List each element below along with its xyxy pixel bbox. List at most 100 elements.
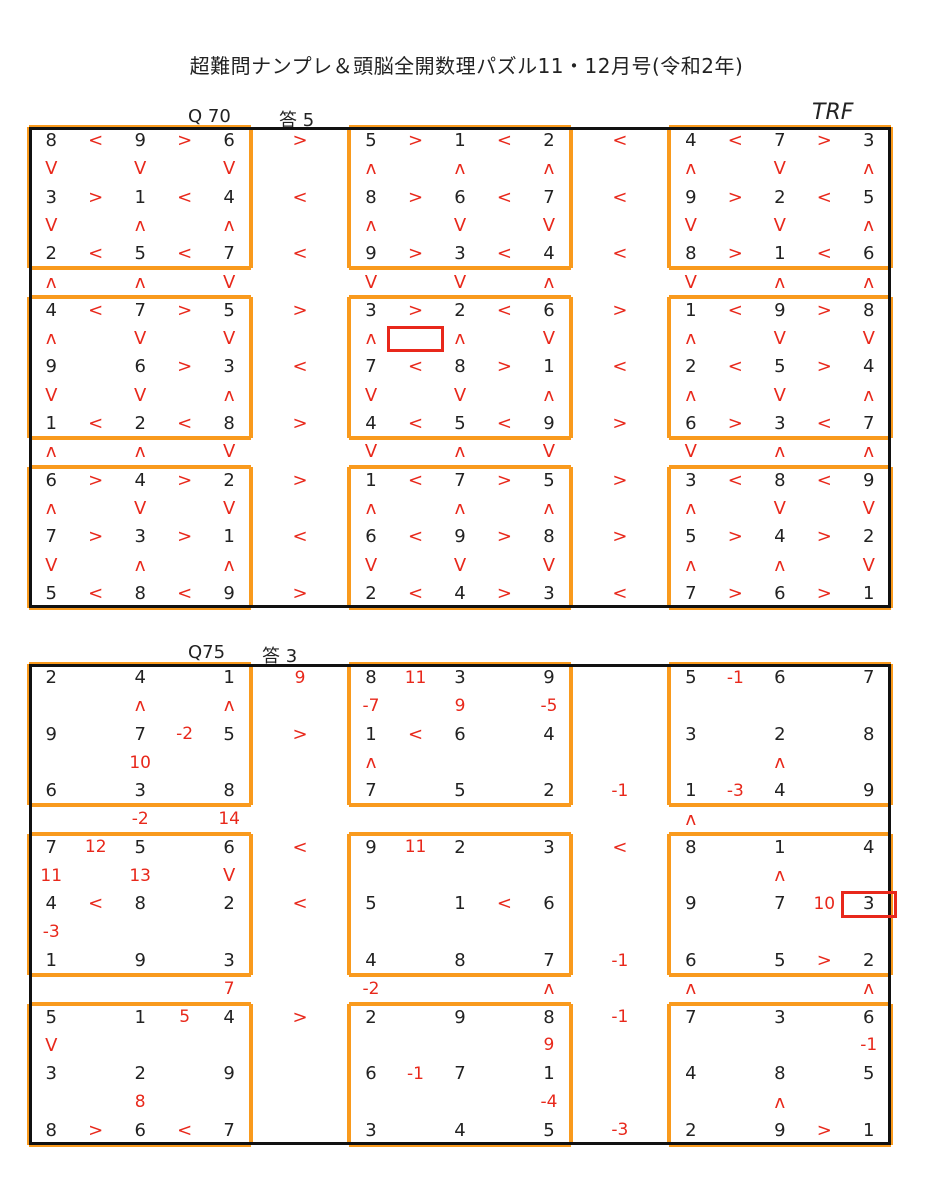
- puzzle-2-grid: 2 4 1 9 8 11 3 9 5 -1 6 7 ʌ ʌ -7 9 -5 9 7 -2 5 >1 <6 4 3 2 8 10 ʌ ʌ 6 3…: [27, 662, 897, 1147]
- sudoku-cell: 2: [774, 723, 786, 745]
- clue-number: -3: [42, 922, 60, 943]
- inequality-mark: <: [727, 469, 743, 491]
- inequality-mark: ʌ: [365, 158, 377, 180]
- inequality-mark: <: [612, 836, 628, 858]
- inequality-mark: ʌ: [685, 978, 697, 1000]
- clue-number: 7: [223, 978, 235, 999]
- inequality-mark: >: [727, 413, 743, 435]
- sudoku-cell: 2: [134, 413, 146, 435]
- sudoku-cell: 6: [863, 243, 875, 265]
- sudoku-cell: 5: [685, 526, 697, 548]
- block-border: [668, 1143, 891, 1147]
- inequality-mark: ʌ: [774, 554, 786, 576]
- sudoku-cell: 5: [774, 356, 786, 378]
- inequality-mark: >: [292, 1006, 308, 1028]
- sudoku-cell: 3: [45, 1063, 57, 1085]
- inequality-mark: >: [177, 299, 193, 321]
- outer-frame: [888, 127, 891, 608]
- block-border: [249, 1003, 254, 1145]
- inequality-mark: V: [453, 554, 467, 576]
- outer-frame: [29, 664, 891, 667]
- sudoku-cell: 6: [365, 526, 377, 548]
- clue-number: -5: [540, 695, 558, 716]
- sudoku-cell: 9: [223, 582, 235, 604]
- inequality-mark: <: [292, 526, 308, 548]
- inequality-mark: V: [862, 328, 875, 350]
- inequality-mark: V: [222, 328, 236, 350]
- block-border: [29, 803, 252, 808]
- inequality-mark: V: [773, 158, 786, 180]
- inequality-mark: >: [727, 243, 743, 265]
- block-border: [668, 1001, 891, 1006]
- clue-number: -1: [726, 667, 744, 688]
- inequality-mark: ʌ: [134, 215, 146, 237]
- inequality-mark: <: [88, 299, 104, 321]
- block-border: [668, 266, 891, 271]
- inequality-mark: >: [496, 526, 513, 548]
- block-border: [668, 973, 891, 978]
- sudoku-cell: 9: [45, 723, 57, 745]
- signature: TRF: [812, 100, 854, 125]
- inequality-mark: V: [222, 441, 236, 463]
- block-border: [29, 606, 252, 610]
- inequality-mark: >: [292, 723, 308, 745]
- sudoku-cell: 7: [45, 836, 57, 858]
- inequality-mark: >: [612, 413, 628, 435]
- inequality-mark: <: [496, 893, 513, 915]
- outer-frame: [29, 127, 891, 130]
- sudoku-cell: 5: [863, 186, 875, 208]
- inequality-mark: V: [453, 384, 467, 406]
- clue-number: -1: [611, 950, 629, 971]
- sudoku-cell: 3: [454, 667, 466, 689]
- sudoku-cell: 6: [45, 780, 57, 802]
- sudoku-cell: 4: [543, 243, 555, 265]
- sudoku-cell: 1: [223, 526, 235, 548]
- inequality-mark: <: [407, 356, 424, 378]
- inequality-mark: >: [292, 582, 308, 604]
- sudoku-cell: 9: [543, 413, 555, 435]
- sudoku-cell: 4: [134, 469, 146, 491]
- inequality-mark: ʌ: [774, 441, 786, 463]
- sudoku-cell: 1: [863, 582, 875, 604]
- inequality-mark: V: [684, 271, 697, 293]
- clue-number: -1: [611, 780, 629, 801]
- answer-highlight: [387, 326, 444, 353]
- sudoku-cell: 5: [543, 1119, 555, 1141]
- sudoku-cell: 2: [365, 582, 377, 604]
- clue-number: 11: [404, 667, 427, 688]
- sudoku-cell: 8: [45, 130, 57, 152]
- sudoku-cell: 7: [863, 667, 875, 689]
- inequality-mark: ʌ: [223, 695, 235, 717]
- sudoku-cell: 9: [134, 130, 146, 152]
- sudoku-cell: 1: [365, 723, 377, 745]
- sudoku-cell: 7: [454, 1063, 466, 1085]
- inequality-mark: ʌ: [365, 497, 377, 519]
- block-border: [249, 664, 254, 806]
- sudoku-cell: 3: [365, 299, 377, 321]
- inequality-mark: ʌ: [223, 215, 235, 237]
- puzzle-2-answer: 答 3: [262, 646, 298, 667]
- block-border: [249, 296, 254, 439]
- inequality-mark: ʌ: [863, 441, 875, 463]
- block-border: [348, 294, 572, 299]
- block-border: [29, 436, 252, 441]
- inequality-mark: <: [727, 356, 743, 378]
- inequality-mark: ʌ: [365, 328, 377, 350]
- inequality-mark: V: [862, 554, 875, 576]
- sudoku-cell: 8: [863, 723, 875, 745]
- sudoku-cell: 7: [543, 186, 555, 208]
- sudoku-cell: 9: [365, 836, 377, 858]
- clue-number: 5: [179, 1007, 191, 1028]
- inequality-mark: ʌ: [454, 441, 466, 463]
- sudoku-cell: 7: [223, 1119, 235, 1141]
- sudoku-cell: 9: [45, 356, 57, 378]
- inequality-mark: ʌ: [685, 384, 697, 406]
- inequality-mark: ʌ: [774, 271, 786, 293]
- sudoku-cell: 8: [223, 780, 235, 802]
- inequality-mark: ʌ: [774, 752, 786, 774]
- inequality-mark: ʌ: [134, 271, 146, 293]
- outer-frame: [29, 664, 32, 1145]
- inequality-mark: ʌ: [134, 695, 146, 717]
- sudoku-cell: 2: [685, 356, 697, 378]
